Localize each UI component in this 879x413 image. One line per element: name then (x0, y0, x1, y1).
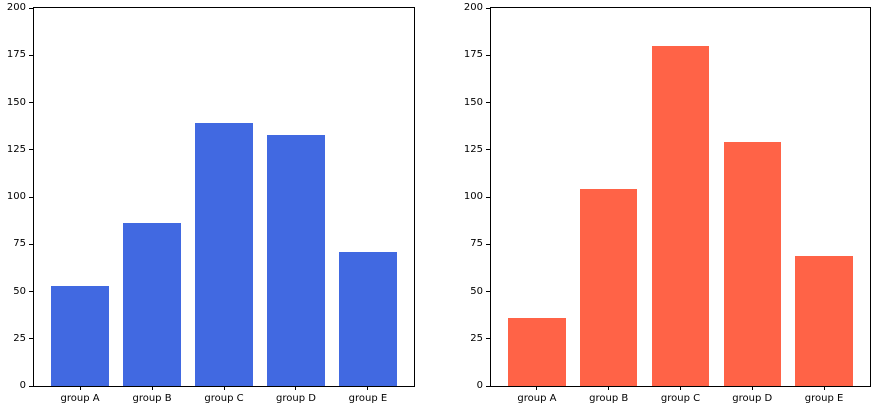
x-tick-mark (823, 386, 825, 390)
y-tick-mark (486, 7, 490, 9)
x-tick-mark (367, 386, 369, 390)
x-tick-label: group A (60, 393, 100, 404)
y-tick-mark (486, 54, 490, 56)
y-tick-label: 75 (13, 238, 26, 250)
y-tick-label: 25 (13, 332, 26, 344)
bar-group-a (51, 285, 109, 386)
bar-group-d (267, 134, 325, 386)
y-tick-mark (486, 338, 490, 340)
y-tick-label: 0 (19, 380, 26, 391)
bar-group-e (339, 251, 397, 386)
y-tick-label: 100 (6, 191, 26, 202)
x-tick-mark (223, 386, 225, 390)
y-tick-label: 175 (463, 49, 483, 61)
x-tick-mark (608, 386, 610, 390)
x-tick-label: group C (204, 393, 244, 404)
y-tick-mark (29, 243, 33, 245)
y-tick-label: 200 (463, 2, 483, 13)
x-tick-label: group C (660, 393, 701, 404)
y-tick-label: 175 (6, 49, 26, 61)
bar-group-b (580, 189, 638, 386)
y-tick-mark (29, 54, 33, 56)
x-tick-mark (751, 386, 753, 390)
bar-group-c (651, 45, 710, 386)
y-tick-mark (486, 291, 490, 292)
y-tick-label: 75 (470, 238, 483, 250)
y-tick-label: 150 (463, 96, 483, 108)
bar-group-b (123, 223, 181, 386)
y-tick-mark (29, 102, 33, 103)
y-tick-mark (486, 149, 490, 151)
x-tick-mark (536, 386, 538, 390)
x-tick-mark (295, 386, 297, 390)
x-tick-mark (151, 386, 153, 390)
bar-group-c (195, 123, 253, 386)
left-bar-chart: 0 25 50 75 100 125 150 175 200 group A group B grou… (7, 3, 415, 404)
y-tick-mark (29, 385, 33, 387)
x-tick-label: group E (348, 393, 388, 404)
y-tick-mark (486, 102, 490, 103)
y-tick-label: 125 (6, 143, 26, 155)
x-tick-label: group B (132, 393, 172, 404)
y-tick-mark (29, 149, 33, 151)
bar-group-d (723, 142, 781, 386)
y-tick-label: 25 (470, 332, 483, 344)
y-tick-mark (486, 243, 490, 245)
y-tick-mark (29, 7, 33, 9)
y-tick-label: 50 (13, 285, 26, 297)
y-tick-label: 125 (463, 143, 483, 155)
bar-group-a (508, 317, 566, 386)
x-tick-label: group D (276, 393, 316, 404)
x-tick-label: group E (804, 393, 844, 404)
y-tick-label: 100 (463, 191, 483, 202)
right-bar-chart: 0 25 50 75 100 125 150 175 200 group A group B grou… (464, 3, 871, 404)
y-tick-mark (29, 291, 33, 292)
y-tick-label: 0 (476, 380, 483, 391)
y-tick-label: 50 (470, 285, 483, 297)
x-tick-mark (680, 386, 681, 390)
y-tick-mark (486, 196, 490, 198)
bar-group-e (795, 255, 853, 386)
y-tick-label: 150 (6, 96, 26, 108)
x-tick-mark (79, 386, 81, 390)
y-tick-label: 200 (6, 2, 26, 13)
y-tick-mark (486, 385, 490, 387)
y-tick-mark (29, 338, 33, 340)
y-tick-mark (29, 196, 33, 198)
x-tick-label: group A (517, 393, 557, 404)
x-tick-label: group D (732, 393, 773, 404)
x-tick-label: group B (589, 393, 629, 404)
